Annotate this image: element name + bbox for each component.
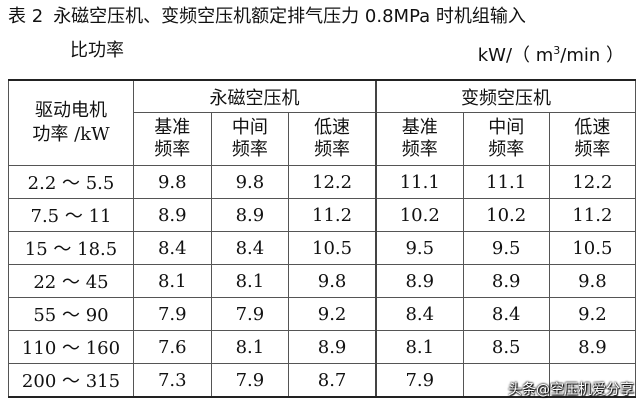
table-row: 7.5 ～ 11 8.9 8.9 11.2 10.2 10.2 11.2 [8,198,637,232]
value-cell: 7.3 [133,363,212,398]
value-cell: 8.4 [374,297,464,331]
caption-label: 表 2 [8,6,44,27]
value-cell: 8.4 [133,231,212,265]
motor-power-cell: 2.2 ～ 5.5 [8,165,134,199]
value-cell: 10.2 [462,198,550,232]
watermark: 头条@空压机爱分享 [508,382,634,398]
value-cell: 7.6 [133,330,212,364]
table-row: 55 ～ 90 7.9 7.9 9.2 8.4 8.4 9.2 [8,297,637,331]
value-cell: 8.9 [210,198,290,232]
group-header-pm: 永磁空压机 [132,79,377,113]
subheader-row: 基准 频率 中间 频率 低速 频率 基准 频率 中间 频率 低速 频率 [9,112,637,166]
value-cell: 7.9 [374,363,464,398]
value-cell: 11.2 [288,198,377,232]
value-cell: 12.2 [288,165,377,199]
value-cell: 8.7 [288,363,377,398]
value-cell: 8.9 [374,264,464,298]
table-row: 22 ～ 45 8.1 8.1 9.8 8.9 8.9 9.8 [8,264,637,298]
value-cell: 8.5 [462,330,550,364]
caption-title: 永磁空压机、变频空压机额定排气压力 0.8MPa 时机组输入 [53,6,526,27]
value-cell: 10.5 [288,231,377,265]
motor-power-header: 驱动电机 功率 /kW [8,79,134,166]
value-cell: 9.5 [374,231,464,265]
table-row: 200 ～ 315 7.3 7.9 8.7 7.9 [8,363,637,398]
value-cell: 8.1 [133,264,212,298]
subheader-cell: 低速 频率 [548,112,637,166]
value-cell: 10.2 [374,198,464,232]
table-row: 2.2 ～ 5.5 9.8 9.8 12.2 11.1 11.1 12.2 [8,165,637,199]
subheader-cell: 中间 频率 [210,112,290,166]
value-cell: 9.8 [133,165,212,199]
caption-line-1: 表 2 永磁空压机、变频空压机额定排气压力 0.8MPa 时机组输入 [8,4,526,30]
subheader-cell: 基准 频率 [133,112,212,166]
subheader-cell: 中间 频率 [462,112,550,166]
value-cell [548,363,637,398]
value-cell: 8.1 [210,330,290,364]
specific-power-table: 驱动电机 功率 /kW 永磁空压机 变频空压机 基准 频率 中间 频率 低速 频率 基准 频率中… [8,79,637,398]
table-caption: 表 2 永磁空压机、变频空压机额定排气压力 0.8MPa 时机组输入 比功率 kW… [8,4,632,70]
value-cell: 9.8 [548,264,637,298]
value-cell: 9.8 [210,165,290,199]
group-header-vf: 变频空压机 [374,79,636,113]
value-cell: 7.9 [210,363,290,398]
motor-power-cell: 7.5 ～ 11 [8,198,134,232]
table-body: 2.2 ～ 5.5 9.8 9.8 12.2 11.1 11.1 12.2 7.5 ～ 11 8… [8,165,637,398]
value-cell: 12.2 [548,165,637,199]
value-cell: 8.9 [548,330,637,364]
value-cell: 8.1 [374,330,464,364]
motor-power-cell: 15 ～ 18.5 [8,231,134,265]
value-cell: 8.9 [133,198,212,232]
value-cell: 9.2 [548,297,637,331]
value-cell: 9.2 [288,297,377,331]
value-cell: 8.9 [462,264,550,298]
caption-line-2: 比功率 [70,40,124,61]
value-cell: 9.8 [288,264,377,298]
value-cell: 8.9 [288,330,377,364]
value-cell [462,363,550,398]
value-cell: 7.9 [133,297,212,331]
motor-power-cell: 200 ～ 315 [8,363,134,398]
value-cell: 8.4 [210,231,290,265]
value-cell: 11.1 [462,165,550,199]
motor-power-cell: 22 ～ 45 [8,264,134,298]
value-cell: 7.9 [210,297,290,331]
motor-power-cell: 55 ～ 90 [8,297,134,331]
value-cell: 11.1 [374,165,464,199]
subheader-cell: 低速 频率 [288,112,377,166]
value-cell: 8.4 [462,297,550,331]
subheader-cell: 基准 频率 [374,112,464,166]
motor-power-cell: 110 ～ 160 [8,330,134,364]
table-row: 110 ～ 160 7.6 8.1 8.9 8.1 8.5 8.9 [8,330,637,364]
value-cell: 11.2 [548,198,637,232]
value-cell: 10.5 [548,231,637,265]
value-cell: 9.5 [462,231,550,265]
caption-unit: kW/（ m3/min ） [477,44,624,66]
value-cell: 8.1 [210,264,290,298]
table-row: 15 ～ 18.5 8.4 8.4 10.5 9.5 9.5 10.5 [8,231,637,265]
